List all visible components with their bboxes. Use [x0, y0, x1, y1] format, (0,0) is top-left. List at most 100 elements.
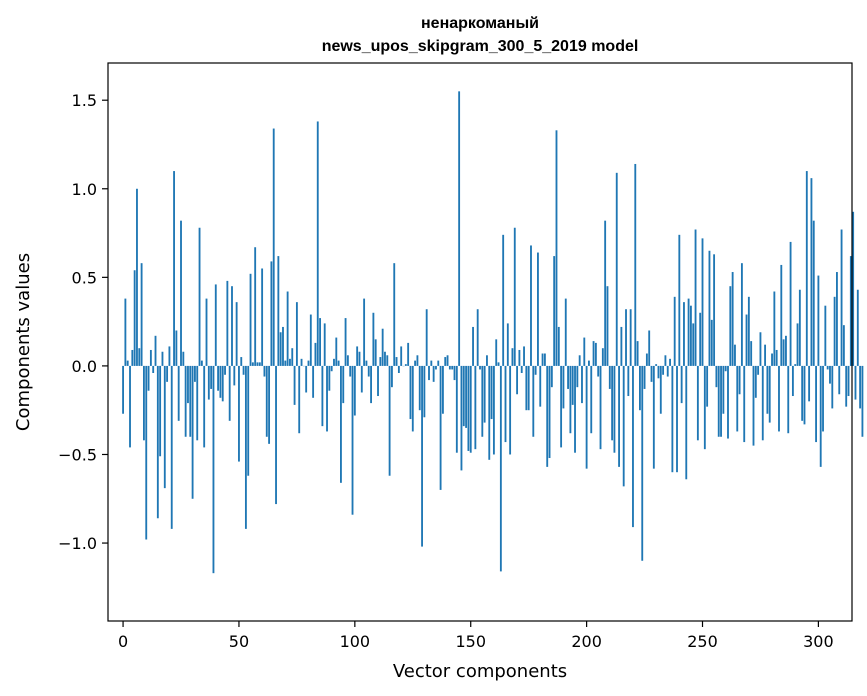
- bar: [687, 298, 690, 366]
- bar: [391, 365, 393, 388]
- bar: [300, 358, 303, 366]
- bar: [323, 323, 326, 366]
- x-tick-label: 200: [571, 632, 602, 651]
- bar: [439, 365, 442, 490]
- bar: [599, 365, 602, 450]
- bar: [358, 351, 361, 366]
- bar: [553, 256, 556, 366]
- bar: [604, 220, 607, 366]
- bar: [228, 365, 231, 421]
- bar: [460, 365, 463, 471]
- bar: [337, 360, 340, 366]
- bar: [689, 305, 692, 366]
- bar: [184, 365, 187, 437]
- bar: [782, 339, 785, 366]
- bar: [163, 365, 166, 489]
- bar: [608, 365, 611, 389]
- bar: [182, 351, 185, 366]
- bar: [780, 264, 783, 366]
- bar: [520, 365, 523, 373]
- bar: [537, 252, 539, 366]
- bar: [372, 312, 375, 366]
- bar: [826, 365, 829, 370]
- bar: [669, 358, 671, 366]
- bar: [166, 365, 169, 382]
- bar: [539, 365, 542, 407]
- bar: [251, 362, 254, 366]
- bar: [822, 365, 824, 432]
- bar: [727, 365, 729, 439]
- bar: [175, 330, 178, 366]
- bar: [351, 365, 354, 515]
- bar: [747, 296, 750, 366]
- bar: [734, 344, 736, 366]
- bar: [193, 365, 196, 382]
- bar: [122, 365, 124, 414]
- bar: [657, 365, 660, 379]
- y-tick-label: 1.5: [72, 91, 97, 110]
- bar: [773, 291, 776, 366]
- bar: [430, 360, 433, 366]
- bar: [601, 348, 604, 366]
- bar: [219, 365, 222, 398]
- bar: [309, 314, 312, 366]
- bar: [244, 365, 247, 529]
- bar: [170, 365, 173, 529]
- bar: [673, 296, 676, 366]
- bar: [140, 263, 143, 366]
- bar: [525, 365, 528, 411]
- y-axis: −1.0 −0.5 0.0 0.5 1.0 1.5: [58, 91, 108, 553]
- bar: [787, 365, 790, 434]
- bar: [124, 298, 127, 366]
- bar: [745, 314, 748, 366]
- bar: [659, 365, 662, 414]
- bar: [168, 346, 171, 366]
- bar: [161, 351, 164, 366]
- bar: [683, 302, 685, 366]
- bar: [159, 365, 162, 457]
- bar: [326, 365, 328, 432]
- bar: [316, 121, 319, 366]
- bar: [328, 365, 331, 391]
- bar: [129, 365, 131, 448]
- bar: [226, 280, 229, 366]
- bar: [465, 365, 468, 428]
- bar: [671, 365, 674, 473]
- bar: [409, 365, 412, 420]
- bar: [836, 272, 838, 366]
- bar: [265, 365, 268, 437]
- bar: [490, 365, 493, 420]
- bar: [778, 365, 780, 432]
- bar: [648, 330, 651, 366]
- bar: [662, 365, 665, 375]
- bar: [699, 312, 702, 366]
- bar: [196, 365, 199, 441]
- bar: [641, 365, 644, 561]
- bar: [217, 365, 220, 391]
- bar: [349, 365, 352, 377]
- bar: [203, 365, 206, 448]
- bar: [224, 365, 226, 375]
- bar: [645, 353, 648, 366]
- bar: [395, 357, 398, 366]
- bar: [495, 339, 498, 366]
- bar: [516, 365, 519, 395]
- bar: [414, 360, 417, 366]
- bar: [295, 302, 298, 366]
- bar: [481, 365, 484, 437]
- bar: [435, 365, 437, 370]
- bar: [407, 342, 410, 366]
- bar: [467, 365, 470, 451]
- chart-subtitle: news_upos_skipgram_300_5_2019 model: [322, 38, 639, 55]
- bar: [639, 365, 641, 411]
- bar: [632, 365, 634, 528]
- bar: [576, 365, 579, 388]
- bar: [859, 365, 862, 409]
- bar: [293, 365, 296, 405]
- bar: [238, 365, 240, 462]
- bar: [541, 353, 544, 366]
- bar: [692, 323, 695, 366]
- bar: [622, 365, 625, 487]
- bar: [743, 365, 746, 443]
- bar: [518, 349, 521, 366]
